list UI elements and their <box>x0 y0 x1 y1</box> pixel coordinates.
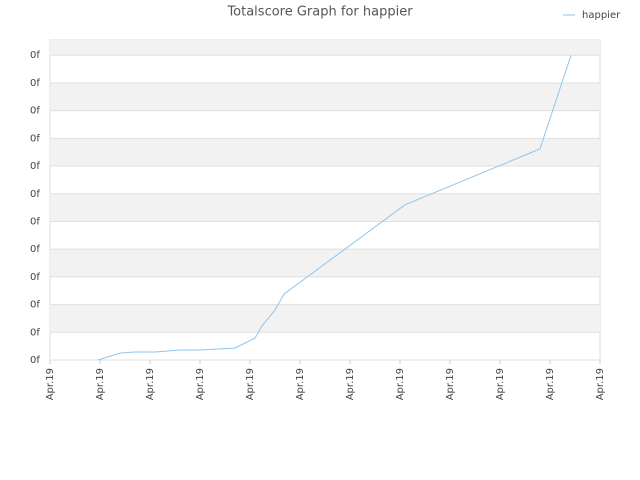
y-tick-label: 0f <box>30 50 40 61</box>
y-tick-label: 0f <box>30 161 40 172</box>
x-tick-label: Apr.19 <box>545 368 556 400</box>
y-tick-label: 0f <box>30 272 40 283</box>
y-tick-label: 0f <box>30 355 40 366</box>
band <box>50 193 600 222</box>
y-tick-label: 0f <box>30 78 40 89</box>
line <box>97 55 572 361</box>
chart-title: Totalscore Graph for happier <box>226 5 413 20</box>
y-tick-label: 0f <box>30 133 40 144</box>
band <box>50 40 600 56</box>
y-tick-label: 0f <box>30 216 40 227</box>
y-tick-label: 0f <box>30 300 40 311</box>
x-tick-label: Apr.19 <box>195 368 206 400</box>
x-tick-label: Apr.19 <box>495 368 506 400</box>
x-tick-label: Apr.19 <box>245 368 256 400</box>
x-tick-label: Apr.19 <box>295 368 306 400</box>
band <box>50 138 600 167</box>
x-tick-label: Apr.19 <box>145 368 156 400</box>
y-tick-label: 0f <box>30 244 40 255</box>
legend-label: happier <box>582 10 621 21</box>
y-tick-label: 0f <box>30 327 40 338</box>
y-tick-label: 0f <box>30 189 40 200</box>
x-tick-label: Apr.19 <box>445 368 456 400</box>
band <box>50 304 600 333</box>
band <box>50 249 600 277</box>
y-tick-label: 0f <box>30 106 40 117</box>
x-tick-label: Apr.19 <box>345 368 356 400</box>
x-tick-label: Apr.19 <box>395 368 406 400</box>
x-tick-label: Apr.19 <box>45 368 56 400</box>
x-tick-label: Apr.19 <box>595 368 606 400</box>
x-tick-label: Apr.19 <box>95 368 106 400</box>
band <box>50 82 600 111</box>
